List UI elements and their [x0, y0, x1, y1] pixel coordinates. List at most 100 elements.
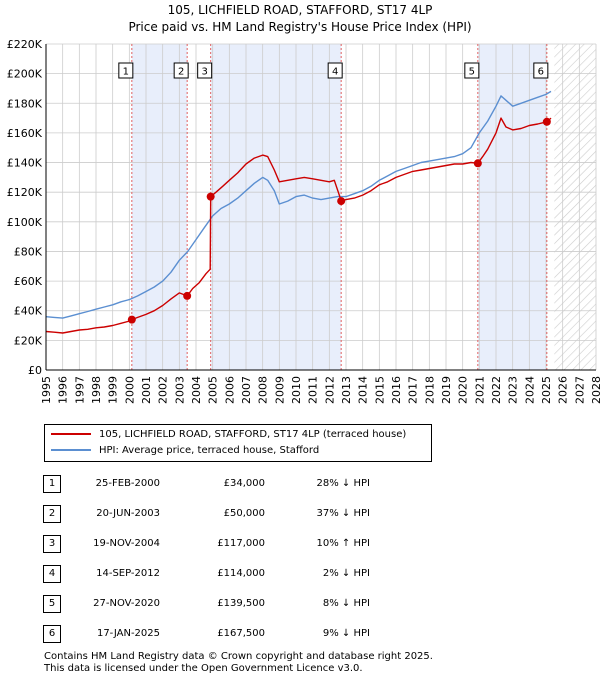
legend-line-hpi	[51, 449, 91, 451]
x-tick-label: 2006	[223, 376, 236, 404]
sale-number-badge: 2	[43, 505, 61, 523]
x-tick-label: 2009	[273, 376, 286, 404]
x-tick-label: 2020	[457, 376, 470, 404]
sale-price: £117,000	[217, 538, 265, 549]
sale-marker-label: 6	[538, 67, 544, 78]
sale-price: £114,000	[217, 568, 265, 579]
x-tick-label: 2012	[323, 376, 336, 404]
sale-point	[473, 159, 482, 168]
y-tick-label: £160K	[7, 127, 43, 140]
x-tick-label: 2005	[207, 376, 220, 404]
sale-number-badge: 3	[43, 535, 61, 553]
sale-marker-box	[533, 62, 549, 79]
legend-label-hpi: HPI: Average price, terraced house, Staf…	[99, 445, 320, 456]
sale-marker-box	[464, 62, 480, 79]
sale-date: 19-NOV-2004	[93, 538, 160, 549]
sale-price: £167,500	[217, 628, 265, 639]
sale-price: £50,000	[223, 508, 265, 519]
x-tick-label: 2019	[440, 376, 453, 404]
x-tick-label: 2021	[473, 376, 486, 404]
sale-number-badge: 6	[43, 625, 61, 643]
sale-row: 4 14-SEP-2012 £114,000 2% ↓ HPI	[0, 564, 600, 584]
sale-marker-label: 3	[201, 67, 207, 78]
forecast-hatch	[554, 44, 596, 370]
sale-marker-label: 1	[123, 67, 129, 78]
legend-item-property: 105, LICHFIELD ROAD, STAFFORD, ST17 4LP …	[51, 427, 406, 443]
hpi-line	[45, 90, 552, 319]
chart-legend: 105, LICHFIELD ROAD, STAFFORD, ST17 4LP …	[44, 424, 432, 462]
x-tick-label: 2004	[190, 376, 203, 404]
y-tick-label: £220K	[7, 38, 43, 51]
y-tick-label: £140K	[7, 157, 43, 170]
sale-point	[337, 197, 346, 206]
x-tick-label: 2002	[157, 376, 170, 404]
sale-marker-box	[197, 62, 213, 79]
x-tick-label: 2001	[140, 376, 153, 404]
sale-point	[183, 291, 192, 300]
x-tick-label: 2003	[173, 376, 186, 404]
sale-marker-box	[118, 62, 134, 79]
x-tick-label: 2000	[123, 376, 136, 404]
sale-date: 20-JUN-2003	[96, 508, 160, 519]
x-tick-label: 2028	[590, 376, 600, 404]
sale-price: £34,000	[223, 478, 265, 489]
sale-date: 14-SEP-2012	[96, 568, 160, 579]
sale-marker-label: 4	[332, 67, 338, 78]
sale-marker-label: 5	[469, 67, 475, 78]
chart-subtitle: Price paid vs. HM Land Registry's House …	[128, 20, 472, 34]
sale-date: 17-JAN-2025	[96, 628, 160, 639]
sale-number-badge: 5	[43, 595, 61, 613]
y-tick-label: £180K	[7, 97, 43, 110]
sale-marker-box	[327, 62, 343, 79]
x-tick-label: 1995	[40, 376, 53, 404]
legend-line-property	[51, 433, 91, 435]
footer-copyright: Contains HM Land Registry data © Crown c…	[44, 651, 433, 662]
legend-item-hpi: HPI: Average price, terraced house, Staf…	[51, 443, 319, 459]
y-tick-label: £120K	[7, 186, 43, 199]
sale-row: 1 25-FEB-2000 £34,000 28% ↓ HPI	[0, 474, 600, 494]
x-tick-label: 2016	[390, 376, 403, 404]
sale-price: £139,500	[217, 598, 265, 609]
x-tick-label: 2025	[540, 376, 553, 404]
sale-row: 2 20-JUN-2003 £50,000 37% ↓ HPI	[0, 504, 600, 524]
chart-title: 105, LICHFIELD ROAD, STAFFORD, ST17 4LP …	[0, 2, 600, 36]
y-tick-label: £200K	[7, 68, 43, 81]
sale-hpi-delta: 28% ↓ HPI	[316, 478, 370, 489]
property-price-line	[45, 117, 552, 334]
ownership-shade	[210, 44, 342, 370]
sale-row: 6 17-JAN-2025 £167,500 9% ↓ HPI	[0, 624, 600, 644]
sale-hpi-delta: 8% ↓ HPI	[322, 598, 370, 609]
x-tick-label: 2011	[307, 376, 320, 404]
sale-hpi-delta: 9% ↓ HPI	[322, 628, 370, 639]
x-tick-label: 2023	[507, 376, 520, 404]
x-tick-label: 1998	[90, 376, 103, 404]
ownership-shade	[131, 44, 188, 370]
x-tick-label: 2010	[290, 376, 303, 404]
price-chart: £0 £20K £40K £60K £80K £100K £120K £140K £160K £1…	[7, 38, 600, 404]
y-tick-label: £0	[28, 364, 42, 377]
x-tick-label: 2018	[423, 376, 436, 404]
sale-hpi-delta: 10% ↑ HPI	[316, 538, 370, 549]
x-tick-label: 2022	[490, 376, 503, 404]
sale-row: 5 27-NOV-2020 £139,500 8% ↓ HPI	[0, 594, 600, 614]
x-tick-label: 2013	[340, 376, 353, 404]
sale-point	[206, 192, 215, 201]
y-tick-label: £100K	[7, 216, 43, 229]
sale-hpi-delta: 37% ↓ HPI	[316, 508, 370, 519]
sale-marker-box	[173, 62, 189, 79]
x-tick-label: 2017	[407, 376, 420, 404]
x-tick-label: 2008	[257, 376, 270, 404]
footer-licence: This data is licensed under the Open Gov…	[44, 663, 363, 674]
footer: Contains HM Land Registry data © Crown c…	[44, 651, 433, 675]
sale-hpi-delta: 2% ↓ HPI	[322, 568, 370, 579]
x-tick-label: 1997	[73, 376, 86, 404]
sale-date: 27-NOV-2020	[93, 598, 160, 609]
sale-point	[542, 117, 551, 126]
y-tick-label: £60K	[14, 275, 43, 288]
x-tick-label: 2015	[373, 376, 386, 404]
sale-number-badge: 4	[43, 565, 61, 583]
sale-marker-label: 2	[178, 67, 184, 78]
chart-title-line1: 105, LICHFIELD ROAD, STAFFORD, ST17 4LP	[167, 3, 433, 17]
x-tick-label: 1996	[57, 376, 70, 404]
sale-date: 25-FEB-2000	[95, 478, 160, 489]
